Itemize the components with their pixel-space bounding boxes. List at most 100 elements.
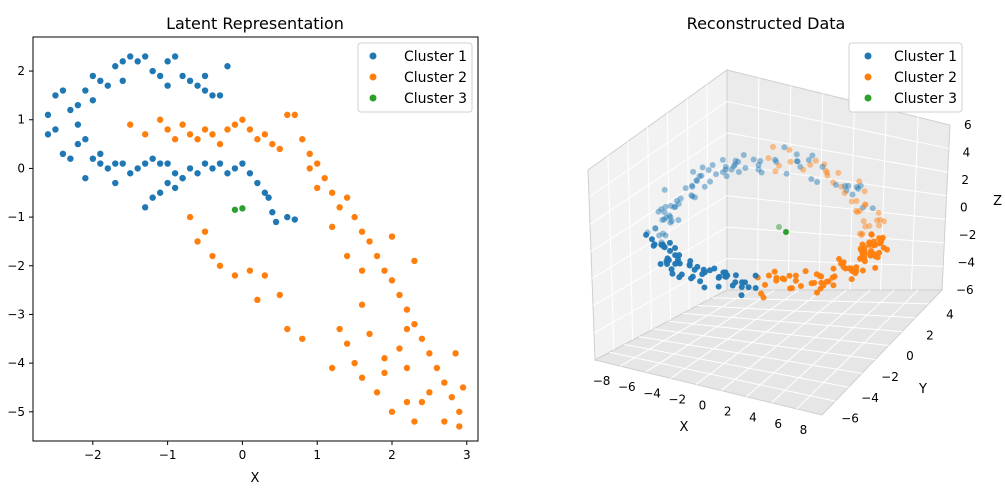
- right-point: [658, 239, 665, 246]
- left-point-cluster-2: [239, 116, 246, 123]
- right-point: [668, 217, 675, 224]
- left-point-cluster-2: [328, 364, 336, 372]
- right-point: [858, 231, 865, 238]
- right-point: [859, 267, 866, 274]
- right-scatter-points: [643, 143, 891, 301]
- left-point-cluster-1: [265, 194, 272, 201]
- right-point: [667, 219, 674, 226]
- right-point: [677, 195, 684, 202]
- left-legend-marker-cluster-3: [369, 94, 377, 102]
- left-point-cluster-1: [141, 204, 149, 211]
- left-y-tick-label: 0: [17, 161, 25, 175]
- right-point: [723, 173, 730, 180]
- left-point-cluster-2: [343, 252, 351, 260]
- left-point-cluster-1: [272, 218, 280, 226]
- right-point: [735, 158, 742, 165]
- left-point-cluster-2: [254, 296, 261, 304]
- left-point-cluster-2: [351, 359, 358, 367]
- left-y-tick-label: −3: [7, 307, 25, 321]
- left-point-cluster-2: [403, 306, 411, 313]
- left-point-cluster-2: [418, 398, 426, 406]
- right-point: [669, 270, 676, 277]
- right-z-axis-label: Z: [993, 194, 1002, 209]
- right-point: [691, 266, 698, 273]
- right-point: [668, 266, 675, 273]
- left-point-cluster-2: [194, 238, 201, 245]
- left-legend-box: [357, 42, 473, 113]
- right-point: [857, 182, 864, 189]
- right-point: [772, 168, 779, 175]
- back-grid-line: [880, 109, 887, 291]
- left-y-tick-label: −2: [7, 259, 25, 273]
- right-point: [652, 225, 659, 232]
- left-point-cluster-2: [373, 252, 381, 260]
- left-point-cluster-2: [261, 272, 269, 279]
- left-point-cluster-1: [44, 111, 52, 119]
- right-point: [698, 172, 705, 179]
- right-point: [868, 232, 875, 239]
- floor-grid-line: [682, 312, 903, 333]
- right-point: [667, 214, 674, 221]
- left-point-cluster-1: [134, 165, 141, 172]
- reconstructed-data-chart: Reconstructed Data −8 −6 −4 −2 0 2 4 6 8−6−4−202…: [587, 14, 1002, 437]
- left-point-cluster-1: [156, 189, 164, 196]
- right-point: [738, 292, 745, 299]
- left-x-tick-label: 0: [239, 448, 247, 462]
- floor-grid-line: [695, 289, 823, 385]
- right-point: [825, 278, 832, 285]
- left-point-cluster-1: [209, 92, 216, 99]
- left-point-cluster-1: [141, 53, 149, 60]
- left-point-cluster-2: [246, 126, 254, 133]
- left-point-cluster-1: [67, 106, 74, 114]
- floor-grid-line: [624, 343, 849, 388]
- right-point: [666, 212, 673, 219]
- left-point-cluster-2: [358, 228, 366, 235]
- right-point: [739, 279, 746, 286]
- right-point: [720, 269, 727, 276]
- back-grid-line: [757, 77, 760, 291]
- right-point: [797, 163, 804, 170]
- left-point-cluster-2: [358, 301, 366, 308]
- right-x-tick-label: 6: [774, 417, 782, 431]
- left-x-tick-label: −1: [159, 448, 177, 462]
- left-point-cluster-2: [156, 116, 164, 123]
- left-pane-grid-line: [607, 155, 615, 351]
- right-point: [842, 183, 849, 190]
- right-point: [728, 166, 735, 173]
- right-point: [652, 225, 659, 232]
- left-point-cluster-2: [254, 136, 261, 143]
- left-point-cluster-1: [261, 189, 269, 196]
- left-point-cluster-2: [276, 291, 284, 299]
- left-point-cluster-1: [119, 58, 126, 65]
- right-point: [792, 272, 799, 279]
- right-point: [752, 284, 759, 291]
- right-y-tick-label: 0: [906, 349, 914, 363]
- left-point-cluster-1: [246, 170, 254, 177]
- right-point: [689, 193, 696, 200]
- left-point-cluster-2: [448, 393, 456, 401]
- right-point: [773, 277, 780, 284]
- right-point: [675, 200, 682, 207]
- back-grid-line: [818, 93, 824, 291]
- right-point: [657, 261, 664, 268]
- left-point-cluster-1: [164, 58, 171, 65]
- right-y-tick-label: −6: [841, 412, 859, 426]
- right-x-tick-label: 4: [749, 411, 757, 425]
- right-point: [772, 156, 779, 163]
- left-chart-title: Latent Representation: [166, 14, 344, 33]
- right-point: [672, 245, 679, 252]
- right-point: [769, 143, 776, 150]
- left-point-cluster-1: [112, 63, 119, 70]
- right-point: [658, 241, 665, 248]
- left-point-cluster-1: [209, 165, 216, 172]
- right-point: [682, 185, 689, 192]
- right-point: [802, 268, 809, 275]
- left-scatter-points: [44, 53, 467, 430]
- right-z-tick-label: 2: [961, 173, 969, 187]
- left-point-cluster-2: [381, 267, 388, 274]
- left-point-cluster-2: [336, 325, 343, 333]
- right-point: [866, 222, 873, 229]
- back-grid-line: [726, 195, 946, 220]
- right-point: [868, 231, 875, 238]
- right-legend: Cluster 1 Cluster 2 Cluster 3: [848, 42, 963, 113]
